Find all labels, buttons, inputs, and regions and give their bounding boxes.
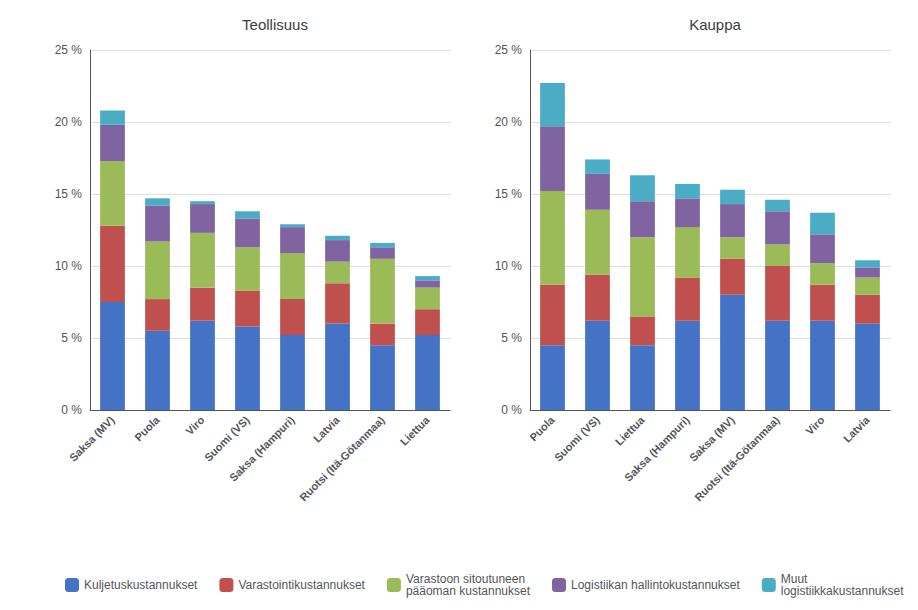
svg-text:15 %: 15 % [55,187,83,201]
svg-text:Puola: Puola [527,413,557,443]
svg-text:Muut: Muut [780,572,808,586]
svg-text:Varastointikustannukset: Varastointikustannukset [238,578,365,592]
svg-text:0 %: 0 % [501,403,522,417]
svg-text:Suomi (VS): Suomi (VS) [552,414,602,464]
svg-text:logistiikkakustannukset: logistiikkakustannukset [781,584,904,598]
svg-text:Puola: Puola [132,413,162,443]
svg-text:5 %: 5 % [61,331,82,345]
svg-text:Varastoon sitoutuneen: Varastoon sitoutuneen [405,572,526,586]
svg-text:0 %: 0 % [61,403,82,417]
svg-text:Saksa (MV): Saksa (MV) [686,413,737,464]
svg-text:Liettua: Liettua [613,413,648,448]
svg-text:Teollisuus: Teollisuus [242,16,308,33]
svg-text:Latvia: Latvia [311,413,343,445]
svg-text:5 %: 5 % [501,331,522,345]
svg-text:25 %: 25 % [495,43,523,57]
svg-text:Viro: Viro [183,414,207,438]
svg-text:Saksa (Hampuri): Saksa (Hampuri) [227,414,297,484]
svg-text:Kuljetuskustannukset: Kuljetuskustannukset [84,578,198,592]
svg-text:Suomi (VS): Suomi (VS) [201,413,252,464]
svg-text:Latvia: Latvia [841,413,873,445]
svg-text:pääoman kustannukset: pääoman kustannukset [406,584,531,598]
svg-text:Viro: Viro [803,414,827,438]
svg-text:10 %: 10 % [55,259,83,273]
svg-text:Liettua: Liettua [398,413,433,448]
svg-text:Logistiikan hallintokustannuks: Logistiikan hallintokustannukset [571,578,740,592]
svg-text:Saksa (Hampuri): Saksa (Hampuri) [622,414,692,484]
svg-text:10 %: 10 % [495,259,523,273]
svg-text:Kauppa: Kauppa [689,16,741,33]
svg-text:Ruotsi (Itä-Götanmaa): Ruotsi (Itä-Götanmaa) [692,414,782,504]
svg-text:Saksa (MV): Saksa (MV) [67,414,117,464]
svg-text:15 %: 15 % [495,187,523,201]
svg-text:20 %: 20 % [495,115,523,129]
svg-text:Ruotsi (Itä-Götanmaa): Ruotsi (Itä-Götanmaa) [297,414,387,504]
svg-text:20 %: 20 % [55,115,83,129]
svg-text:25 %: 25 % [55,43,83,57]
